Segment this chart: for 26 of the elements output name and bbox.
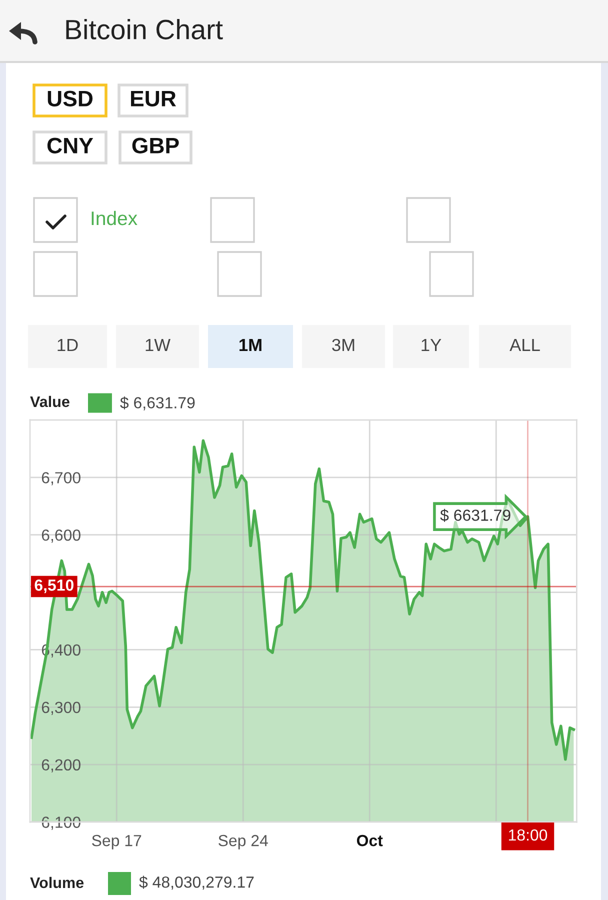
text: 1W	[146, 339, 170, 351]
text: EUR	[131, 90, 176, 106]
y-tick-label: 6,200	[42, 759, 80, 772]
text: ALL	[510, 339, 540, 351]
x-tick-label: Sep 17	[92, 834, 142, 850]
text: $ 48,030,279.17	[139, 876, 254, 890]
y-tick-label: 6,300	[42, 702, 80, 715]
text: 1D	[58, 339, 78, 351]
y-tick-label: 6,700	[42, 472, 80, 486]
legend-title: Value	[30, 396, 70, 408]
text: 3M	[332, 338, 354, 352]
text: CNY	[47, 138, 94, 154]
text: 1M	[240, 339, 262, 351]
ref-line-label: 18:00	[508, 829, 548, 841]
x-tick-label: Oct	[356, 834, 383, 846]
chart-title: Bitcoin Chart	[66, 19, 223, 40]
ref-line-label: 6,510	[34, 580, 74, 594]
text: Index	[92, 210, 138, 226]
x-tick-label: Sep 24	[218, 834, 268, 850]
text: USD	[48, 90, 93, 106]
text: GBP	[132, 138, 179, 154]
y-tick-label: 6,600	[42, 529, 80, 543]
text: 1Y	[422, 339, 442, 351]
legend-label: $ 6,631.79	[120, 396, 195, 410]
annotation: $ 6631.79	[440, 508, 510, 522]
text: Volume	[30, 876, 84, 888]
